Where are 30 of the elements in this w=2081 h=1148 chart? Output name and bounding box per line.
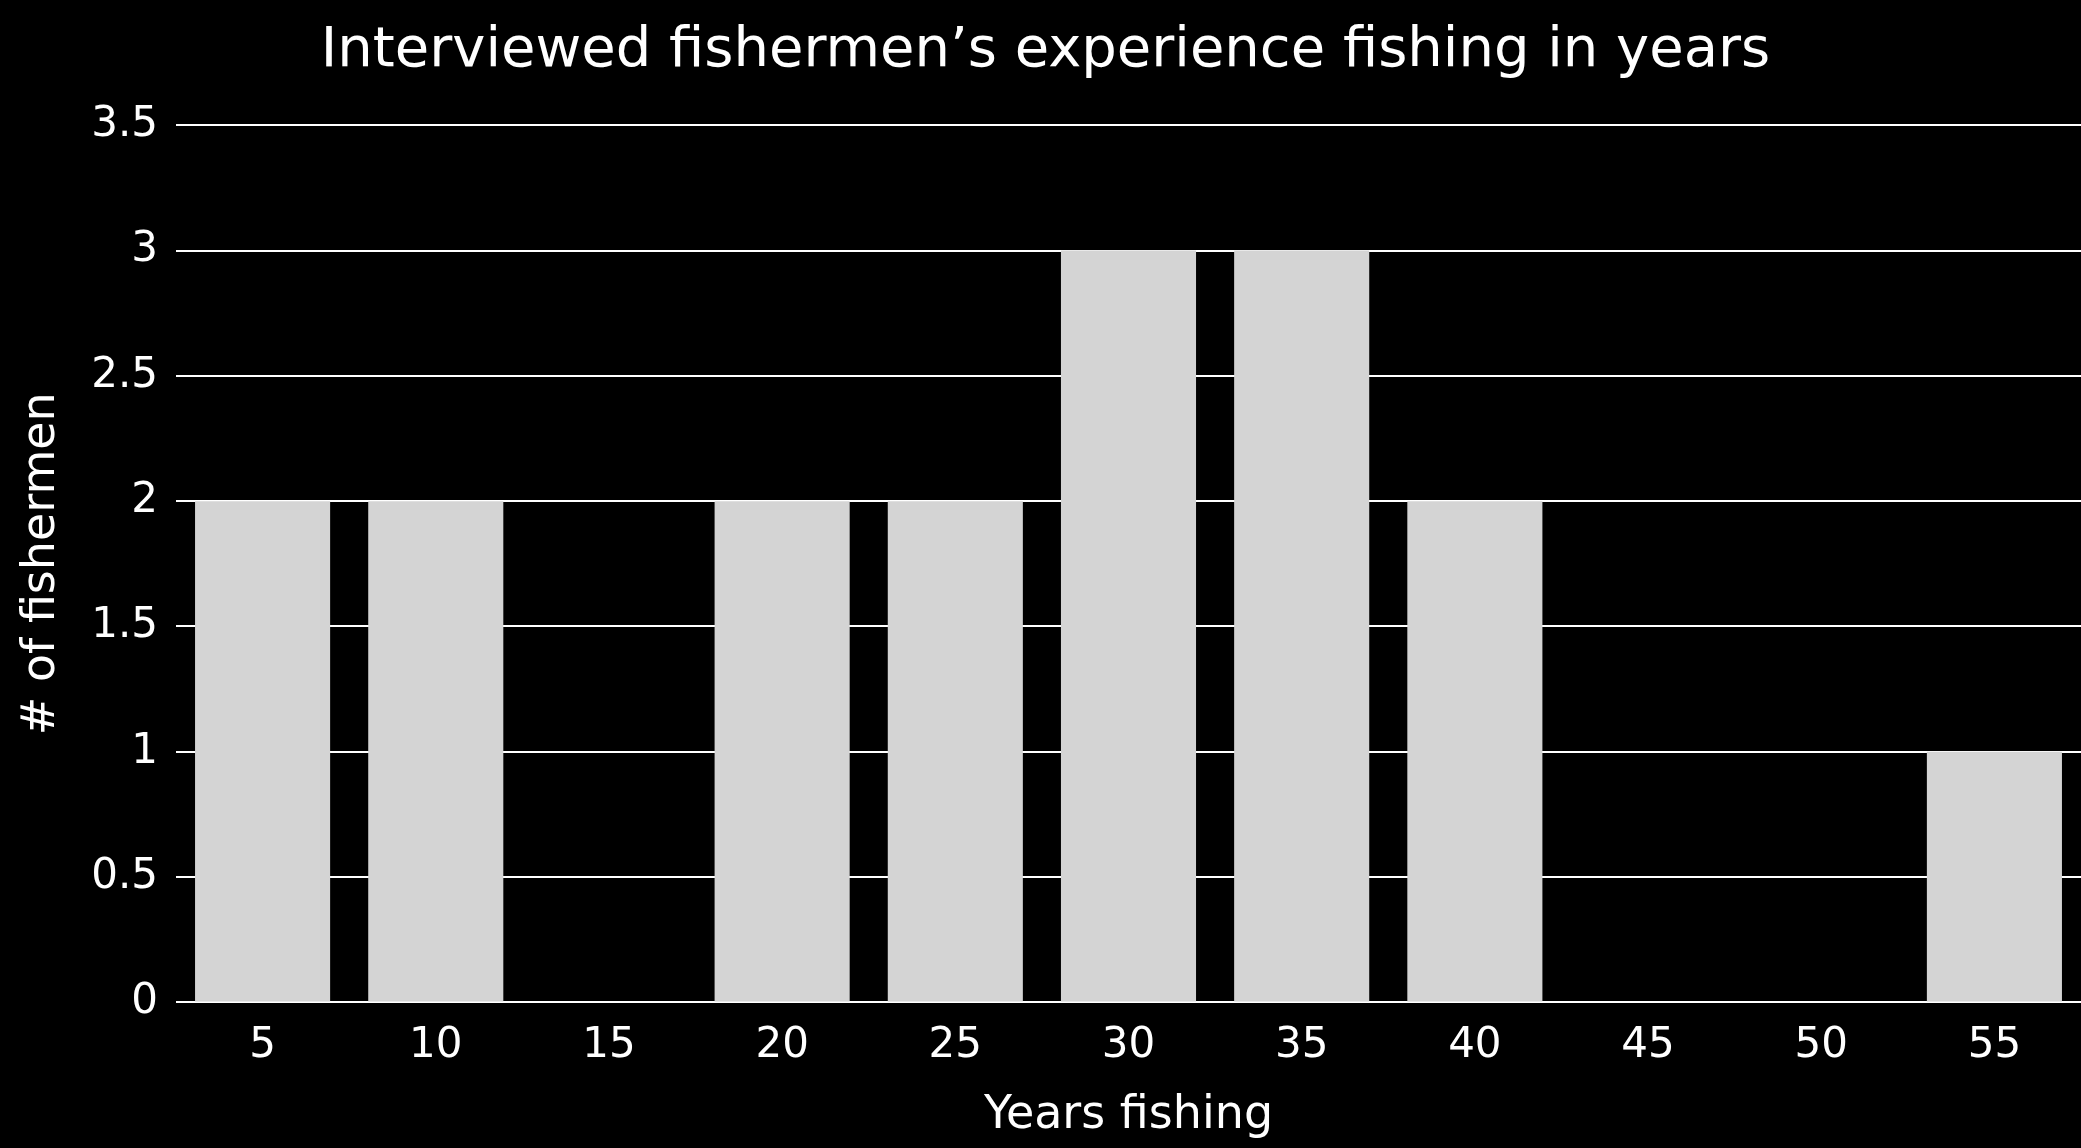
y-axis-title: # of fishermen	[10, 392, 65, 736]
x-tick-label: 40	[1448, 1017, 1502, 1067]
bar	[1407, 501, 1543, 1002]
x-tick-label: 10	[409, 1017, 463, 1067]
x-tick-label: 20	[755, 1017, 809, 1067]
x-tick-label: 45	[1621, 1017, 1675, 1067]
y-tick-label: 0	[131, 974, 158, 1024]
x-axis-title: Years fishing	[982, 1085, 1274, 1140]
y-tick-label: 0.5	[91, 848, 158, 898]
bar	[195, 501, 331, 1002]
x-tick-label: 55	[1967, 1017, 2022, 1067]
bar	[1060, 250, 1197, 1002]
y-tick-label: 2	[131, 473, 158, 523]
x-tick-label: 15	[582, 1017, 636, 1067]
x-tick-label: 25	[928, 1017, 983, 1067]
x-tick-label: 5	[249, 1017, 276, 1067]
y-tick-label: 3.5	[91, 97, 158, 147]
bar	[368, 501, 504, 1002]
chart-title: Interviewed fishermen’s experience fishing in years	[320, 14, 1771, 80]
bar	[714, 501, 850, 1002]
x-tick-label: 35	[1274, 1017, 1329, 1067]
y-tick-label: 2.5	[91, 347, 158, 397]
y-tick-label: 1.5	[91, 598, 158, 648]
x-tick-label: 30	[1101, 1017, 1156, 1067]
bar	[1926, 751, 2062, 1002]
bar	[887, 501, 1023, 1002]
bar	[1234, 250, 1370, 1002]
x-tick-label: 50	[1794, 1017, 1848, 1067]
y-tick-label: 3	[131, 222, 158, 272]
y-tick-label: 1	[131, 723, 158, 773]
